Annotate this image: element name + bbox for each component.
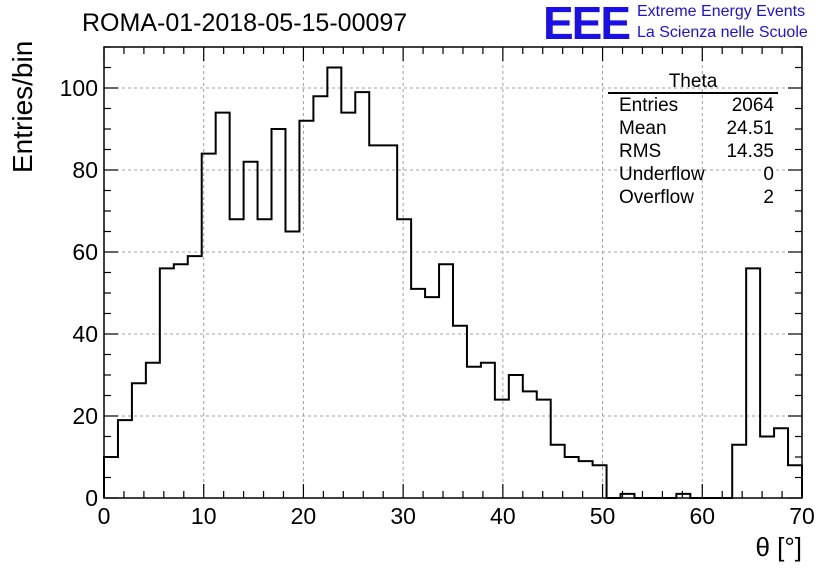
y-tick-label: 80 — [72, 157, 98, 183]
histogram-bin — [746, 268, 760, 498]
histogram-bin — [439, 264, 453, 498]
y-tick-label: 40 — [72, 321, 98, 347]
chart-title: ROMA-01-2018-05-15-00097 — [82, 9, 408, 37]
eee-logo-line1: Extreme Energy Events — [637, 3, 806, 20]
x-tick-label: 50 — [590, 503, 616, 529]
x-tick-label: 70 — [789, 503, 815, 529]
histogram-bin — [174, 264, 188, 498]
histogram-bin — [118, 420, 132, 498]
eee-logo-mark: EEE — [543, 0, 631, 49]
stats-row-overflow: Overflow 2 — [608, 186, 778, 209]
histogram-bin — [216, 113, 230, 498]
histogram-bin — [551, 445, 565, 498]
histogram-bin — [258, 219, 272, 498]
y-tick-label: 60 — [72, 239, 98, 265]
histogram-bin — [732, 445, 746, 498]
histogram-bin — [565, 457, 579, 498]
x-tick-label: 0 — [98, 503, 111, 529]
stats-label: Entries — [619, 95, 679, 116]
histogram-bin — [146, 363, 160, 498]
stats-box-name: Theta — [608, 72, 778, 94]
histogram-bin — [299, 121, 313, 498]
histogram-bin — [244, 162, 258, 498]
histogram-bin — [160, 268, 174, 498]
stats-row-entries: Entries 2064 — [608, 94, 778, 117]
histogram-bin — [453, 326, 467, 498]
histogram-bin — [188, 256, 202, 498]
histogram-line — [103, 66, 803, 499]
stats-value: 2064 — [731, 95, 774, 116]
histogram-bin — [397, 219, 411, 498]
stats-value: 0 — [763, 164, 774, 185]
x-tick-label: 20 — [291, 503, 317, 529]
histogram-bin — [341, 113, 355, 498]
x-tick-label: 60 — [689, 503, 715, 529]
histogram-bin — [313, 96, 327, 498]
histogram-bin — [383, 145, 397, 498]
stats-value: 2 — [763, 187, 774, 208]
histogram-bin — [202, 154, 216, 498]
histogram-bin — [411, 289, 425, 498]
histogram-bin — [272, 129, 286, 498]
histogram-bin — [537, 400, 551, 498]
histogram-bin — [285, 232, 299, 499]
histogram-bin — [760, 437, 774, 499]
histogram-bin — [774, 428, 788, 498]
histogram-bin — [467, 367, 481, 498]
stats-value: 14.35 — [726, 141, 774, 162]
stats-label: Mean — [619, 118, 667, 139]
x-tick-label: 10 — [191, 503, 217, 529]
histogram-bin — [132, 383, 146, 498]
stats-row-mean: Mean 24.51 — [608, 117, 778, 140]
x-axis-label: θ [°] — [755, 532, 802, 562]
stats-box: Theta Entries 2064 Mean 24.51 RMS 14.35 … — [608, 72, 778, 209]
y-tick-label: 100 — [60, 75, 98, 101]
y-tick-label: 0 — [85, 485, 98, 511]
histogram-bin — [355, 92, 369, 498]
stats-value: 24.51 — [726, 118, 774, 139]
stats-label: RMS — [619, 141, 662, 162]
y-tick-label: 20 — [72, 403, 98, 429]
histogram-bin — [327, 68, 341, 499]
histogram-bin — [593, 465, 607, 498]
stats-label: Underflow — [619, 164, 705, 185]
histogram-bin — [481, 363, 495, 498]
x-tick-label: 40 — [490, 503, 516, 529]
histogram-bin — [523, 391, 537, 498]
histogram-bin — [579, 461, 593, 498]
histogram-bin — [495, 400, 509, 498]
histogram-bin — [369, 145, 383, 498]
histogram-bin — [230, 219, 244, 498]
histogram-bin — [425, 297, 439, 498]
histogram-bin — [509, 375, 523, 498]
stats-label: Overflow — [619, 187, 694, 208]
stats-row-underflow: Underflow 0 — [608, 163, 778, 186]
eee-logo-line2: La Scienza nelle Scuole — [637, 24, 808, 41]
x-tick-label: 30 — [390, 503, 416, 529]
histogram-bin — [788, 465, 802, 498]
stats-row-rms: RMS 14.35 — [608, 140, 778, 163]
